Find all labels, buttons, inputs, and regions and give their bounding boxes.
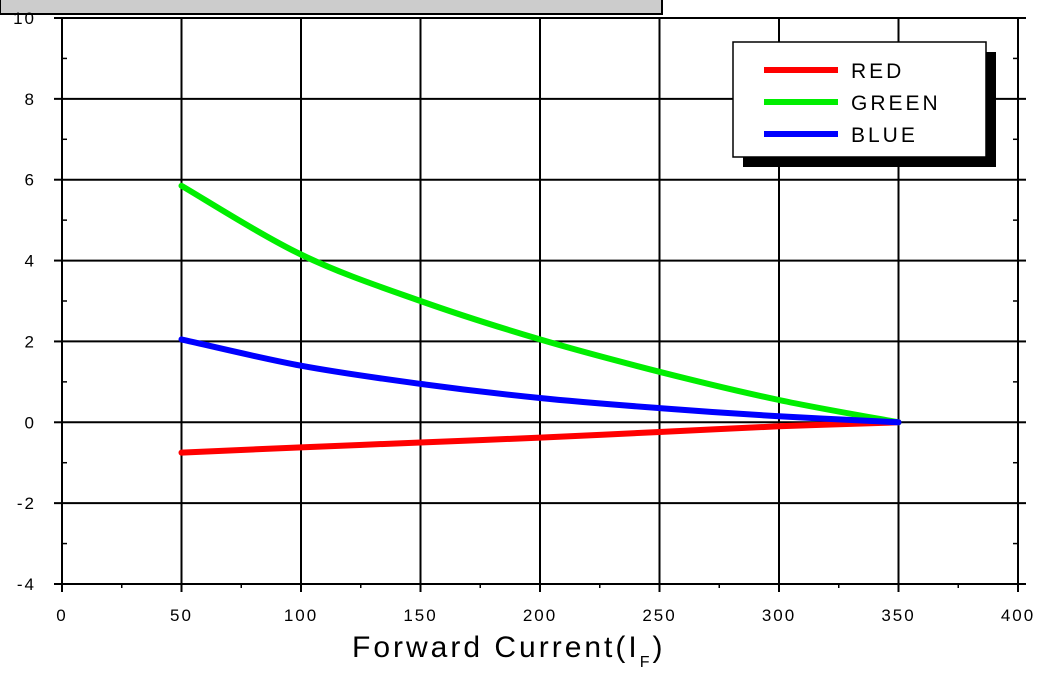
x-tick-label: 250 — [642, 606, 676, 625]
x-tick-label: 400 — [1001, 606, 1035, 625]
axis-ticks — [54, 17, 1026, 592]
x-tick-label: 50 — [170, 606, 193, 625]
legend-label-red: RED — [851, 60, 904, 83]
x-tick-label: 150 — [403, 606, 437, 625]
legend-label-green: GREEN — [851, 92, 941, 115]
x-tick-label: 200 — [523, 606, 557, 625]
y-tick-label: 6 — [25, 171, 36, 190]
x-axis-title: Forward Current(IF) — [352, 631, 666, 671]
y-tick-label: -2 — [17, 494, 36, 513]
x-tick-label: 0 — [56, 606, 67, 625]
y-tick-label: 2 — [25, 332, 36, 351]
y-tick-label: 10 — [13, 9, 36, 28]
y-tick-label: 8 — [25, 90, 36, 109]
legend-label-blue: BLUE — [851, 124, 918, 147]
y-tick-label: 4 — [25, 252, 36, 271]
x-tick-labels: 0 50 100 150 200 250 300 350 400 — [56, 606, 1035, 625]
x-tick-label: 350 — [881, 606, 915, 625]
plot-frame — [61, 17, 1019, 585]
series-line-red — [178, 419, 902, 456]
x-tick-label: 300 — [762, 606, 796, 625]
y-tick-label: -4 — [17, 575, 36, 594]
legend: RED GREEN BLUE — [732, 41, 996, 167]
x-tick-label: 100 — [284, 606, 318, 625]
series-lines — [178, 182, 902, 456]
series-line-green — [178, 182, 902, 426]
y-tick-labels: -4 -2 0 2 4 6 8 10 — [13, 9, 36, 594]
series-line-blue — [178, 336, 902, 426]
top-left-panel — [0, 0, 663, 15]
y-tick-label: 0 — [25, 413, 36, 432]
